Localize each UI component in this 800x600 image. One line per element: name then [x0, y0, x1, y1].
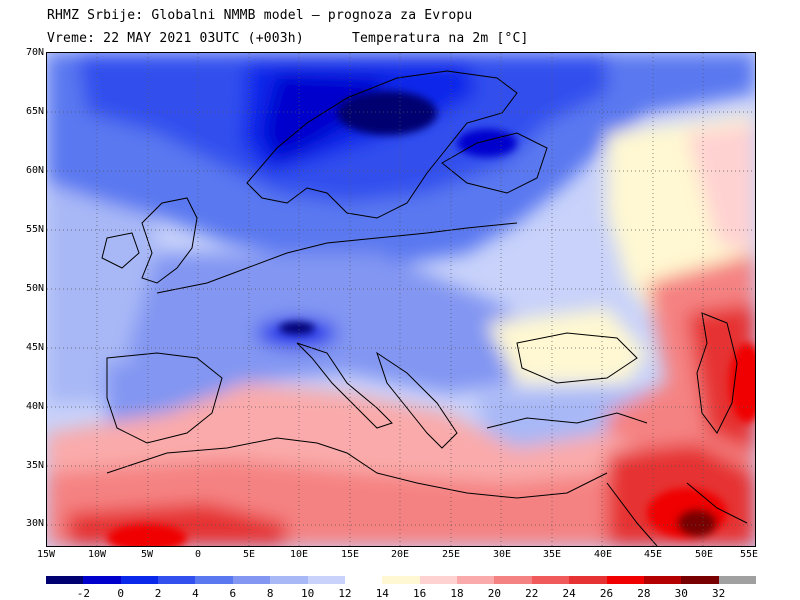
colorbar-label: 2 [154, 587, 162, 600]
lon-label-5e: 5E [242, 549, 256, 560]
coastlines [101, 70, 748, 546]
lon-label-25e: 25E [441, 549, 461, 560]
colorbar-segment [307, 576, 346, 584]
colorbar-label: 10 [300, 587, 315, 600]
colorbar-label: 32 [712, 587, 726, 600]
lat-label-50n: 50N [25, 283, 44, 294]
colorbar-label: 0 [117, 587, 125, 600]
forecast-time: Vreme: 22 MAY 2021 03UTC (+003h) Temperat… [47, 31, 528, 46]
colorbar-label: 12 [338, 587, 352, 600]
lon-label-15w: 15W [36, 549, 56, 560]
forecast-time-text: Vreme: 22 MAY 2021 03UTC (+003h) [47, 31, 304, 46]
colorbar-label: 14 [375, 587, 389, 600]
lon-label-15e: 15E [340, 549, 360, 560]
colorbar-segment [531, 576, 570, 584]
map-title: RHMZ Srbije: Globalni NMMB model — progn… [47, 8, 473, 23]
lon-label-0: 0 [194, 549, 202, 560]
lon-label-5w: 5W [140, 549, 154, 560]
colorbar-label: 18 [450, 587, 464, 600]
colorbar-label: 24 [562, 587, 576, 600]
colorbar-segment [195, 576, 234, 584]
colorbar-segment [46, 576, 84, 584]
colorbar-segment [419, 576, 458, 584]
colorbar-segment [681, 576, 720, 584]
lat-label-35n: 35N [25, 460, 44, 471]
lon-label-10w: 10W [87, 549, 107, 560]
lat-label-60n: 60N [25, 165, 44, 176]
lon-label-50e: 50E [694, 549, 714, 560]
lat-label-70n: 70N [25, 47, 44, 58]
colorbar-segment [158, 576, 196, 584]
lat-label-40n: 40N [25, 401, 44, 412]
lat-label-55n: 55N [25, 224, 44, 235]
colorbar-label: 16 [413, 587, 427, 600]
colorbar-label: 28 [637, 587, 651, 600]
lon-label-20e: 20E [390, 549, 410, 560]
colorbar-segment [232, 576, 271, 584]
colorbar-segment [643, 576, 682, 584]
temperature-field [47, 53, 755, 546]
colorbar-label: 22 [525, 587, 539, 600]
lat-label-65n: 65N [25, 106, 44, 117]
lon-label-35e: 35E [542, 549, 562, 560]
lat-label-30n: 30N [25, 518, 44, 529]
lon-label-45e: 45E [643, 549, 663, 560]
colorbar-segment [494, 576, 533, 584]
colorbar-segment [457, 576, 495, 584]
lon-label-30e: 30E [492, 549, 512, 560]
colorbar-segment [83, 576, 122, 584]
colorbar-label: 4 [192, 587, 199, 600]
colorbar-segment [382, 576, 421, 584]
temperature-hotspots [107, 91, 755, 546]
colorbar-segment [120, 576, 159, 584]
lat-label-45n: 45N [25, 342, 44, 353]
colorbar-segment [606, 576, 645, 584]
colorbar-segment [270, 576, 309, 584]
temperature-map [46, 52, 756, 547]
colorbar-label: 26 [599, 587, 614, 600]
colorbar-label: 20 [487, 587, 502, 600]
colorbar-label: 8 [266, 587, 274, 600]
colorbar-segment [569, 576, 608, 584]
lon-label-10e: 10E [289, 549, 309, 560]
lon-label-55e: 55E [739, 549, 759, 560]
field-name: Temperatura na 2m [°C] [352, 31, 529, 46]
colorbar-label: -2 [76, 587, 90, 600]
temperature-colorbar [46, 576, 757, 584]
colorbar-label: 30 [674, 587, 688, 600]
lon-label-40e: 40E [593, 549, 613, 560]
colorbar-segment [718, 576, 757, 584]
colorbar-label: 6 [229, 587, 237, 600]
colorbar-segment [344, 576, 383, 584]
